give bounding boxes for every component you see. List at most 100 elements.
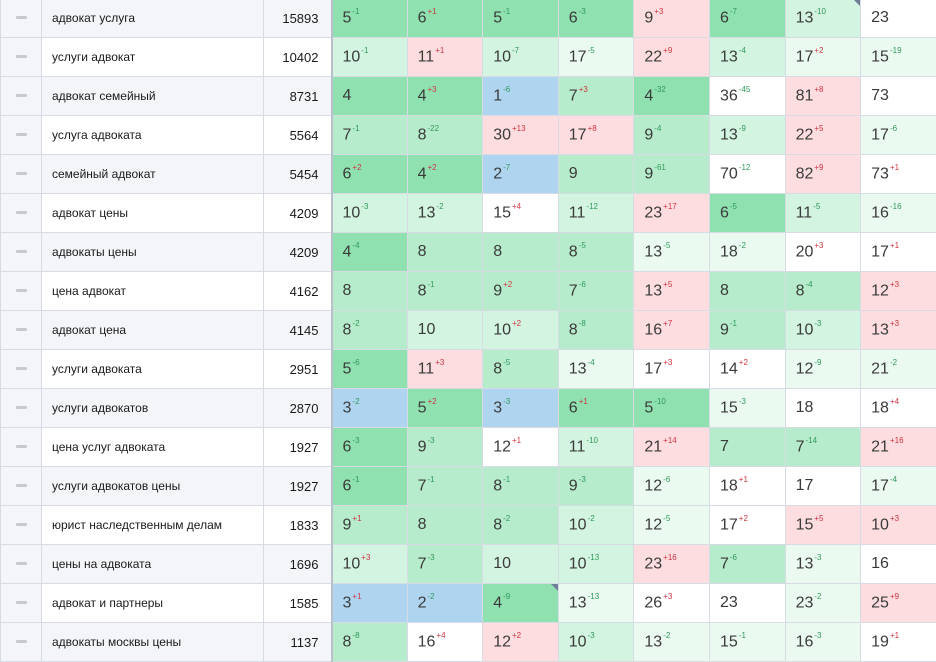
- drag-handle-icon[interactable]: [15, 445, 27, 449]
- table-row[interactable]: услуги адвокатов цены 1927 6-1 7-1 8-1 9-3 12-…: [0, 466, 936, 506]
- position-cell[interactable]: 21+14: [633, 427, 710, 467]
- row-handle-cell[interactable]: [0, 505, 42, 545]
- position-cell[interactable]: 10: [482, 544, 559, 584]
- row-handle-cell[interactable]: [0, 622, 42, 662]
- position-cell[interactable]: 2-2: [406, 583, 484, 623]
- table-row[interactable]: услуга адвоката 5564 7-1 8-22 30+13 17+8 9-4 13…: [0, 115, 936, 155]
- position-cell[interactable]: 23+16: [633, 544, 710, 584]
- position-cell[interactable]: 17-5: [557, 37, 635, 77]
- position-cell[interactable]: 5-1: [331, 0, 408, 38]
- position-cell[interactable]: 11-12: [557, 193, 635, 233]
- position-cell[interactable]: 15-19: [860, 37, 936, 77]
- position-cell[interactable]: 18+1: [708, 466, 786, 506]
- position-cell[interactable]: 7-3: [406, 544, 484, 584]
- position-cell[interactable]: 10-7: [482, 37, 559, 77]
- position-cell[interactable]: 8: [708, 271, 786, 311]
- position-cell[interactable]: 17+8: [557, 115, 635, 155]
- position-cell[interactable]: 6-1: [331, 466, 408, 506]
- position-cell[interactable]: 26+3: [633, 583, 710, 623]
- position-cell[interactable]: 13+5: [633, 271, 710, 311]
- position-cell[interactable]: 4-9: [482, 583, 559, 623]
- table-row[interactable]: адвокат услуга 15893 5-1 6+1 5-1 6-3 9+3 6-7 13-…: [0, 0, 936, 38]
- table-row[interactable]: адвокат и партнеры 1585 3+1 2-2 4-9 13-13 26+3…: [0, 583, 936, 623]
- position-cell[interactable]: 10-3: [331, 193, 408, 233]
- drag-handle-icon[interactable]: [15, 640, 27, 644]
- drag-handle-icon[interactable]: [15, 55, 27, 59]
- position-cell[interactable]: 9-4: [633, 115, 710, 155]
- drag-handle-icon[interactable]: [15, 250, 27, 254]
- position-cell[interactable]: 36-45: [708, 76, 786, 116]
- position-cell[interactable]: 8-5: [557, 232, 635, 272]
- position-cell[interactable]: 6-3: [557, 0, 635, 38]
- position-cell[interactable]: 3-2: [331, 388, 408, 428]
- position-cell[interactable]: 9-61: [633, 154, 710, 194]
- row-handle-cell[interactable]: [0, 310, 42, 350]
- row-handle-cell[interactable]: [0, 154, 42, 194]
- table-row[interactable]: цены на адвоката 1696 10+3 7-3 10 10-13 23+16 7…: [0, 544, 936, 584]
- keyword-cell[interactable]: юрист наследственным делам: [41, 505, 264, 545]
- position-cell[interactable]: 8-8: [557, 310, 635, 350]
- position-cell[interactable]: 9-1: [708, 310, 786, 350]
- position-cell[interactable]: 16+7: [633, 310, 710, 350]
- position-cell[interactable]: 20+3: [784, 232, 862, 272]
- position-cell[interactable]: 12-5: [633, 505, 710, 545]
- position-cell[interactable]: 4+3: [406, 76, 484, 116]
- position-cell[interactable]: 82+9: [784, 154, 862, 194]
- position-cell[interactable]: 30+13: [482, 115, 559, 155]
- table-row[interactable]: адвокат цена 4145 8-2 10 10+2 8-8 16+7 9-1 10-3 1…: [0, 310, 936, 350]
- position-cell[interactable]: 18-2: [708, 232, 786, 272]
- drag-handle-icon[interactable]: [15, 133, 27, 137]
- table-row[interactable]: семейный адвокат 5454 6+2 4+2 2-7 9 9-61 70-12 8…: [0, 154, 936, 194]
- position-cell[interactable]: 17+2: [708, 505, 786, 545]
- position-cell[interactable]: 21-2: [860, 349, 936, 389]
- position-cell[interactable]: 3-3: [482, 388, 559, 428]
- position-cell[interactable]: 3+1: [331, 583, 408, 623]
- drag-handle-icon[interactable]: [15, 16, 27, 20]
- position-cell[interactable]: 8-1: [482, 466, 559, 506]
- position-cell[interactable]: 7-6: [557, 271, 635, 311]
- position-cell[interactable]: 1-6: [482, 76, 559, 116]
- position-cell[interactable]: 17-4: [860, 466, 936, 506]
- position-cell[interactable]: 9-3: [557, 466, 635, 506]
- position-cell[interactable]: 6+1: [406, 0, 484, 38]
- row-handle-cell[interactable]: [0, 544, 42, 584]
- keyword-cell[interactable]: цена услуг адвоката: [41, 427, 264, 467]
- position-cell[interactable]: 23-2: [784, 583, 862, 623]
- position-cell[interactable]: 10-2: [557, 505, 635, 545]
- table-row[interactable]: цена адвокат 4162 8 8-1 9+2 7-6 13+5 8 8-4 12+3: [0, 271, 936, 311]
- keyword-cell[interactable]: услуги адвокат: [41, 37, 264, 77]
- position-cell[interactable]: 73: [860, 76, 936, 116]
- drag-handle-icon[interactable]: [15, 172, 27, 176]
- position-cell[interactable]: 81+8: [784, 76, 862, 116]
- keyword-cell[interactable]: адвокат семейный: [41, 76, 264, 116]
- position-cell[interactable]: 18: [784, 388, 862, 428]
- keyword-cell[interactable]: услуги адвокатов цены: [41, 466, 264, 506]
- position-cell[interactable]: 25+9: [860, 583, 936, 623]
- table-row[interactable]: услуги адвокат 10402 10-1 11+1 10-7 17-5 22+9 1…: [0, 37, 936, 77]
- position-cell[interactable]: 7+3: [557, 76, 635, 116]
- position-cell[interactable]: 5+2: [406, 388, 484, 428]
- table-row[interactable]: адвокаты москвы цены 1137 8-8 16+4 12+2 10-3 1…: [0, 622, 936, 662]
- position-cell[interactable]: 17+2: [784, 37, 862, 77]
- row-handle-cell[interactable]: [0, 193, 42, 233]
- position-cell[interactable]: 70-12: [708, 154, 786, 194]
- row-handle-cell[interactable]: [0, 232, 42, 272]
- position-cell[interactable]: 2-7: [482, 154, 559, 194]
- row-handle-cell[interactable]: [0, 271, 42, 311]
- keyword-cell[interactable]: адвокат цена: [41, 310, 264, 350]
- row-handle-cell[interactable]: [0, 388, 42, 428]
- drag-handle-icon[interactable]: [15, 484, 27, 488]
- position-cell[interactable]: 23: [708, 583, 786, 623]
- position-cell[interactable]: 18+4: [860, 388, 936, 428]
- position-cell[interactable]: 22+5: [784, 115, 862, 155]
- position-cell[interactable]: 5-10: [633, 388, 710, 428]
- position-cell[interactable]: 16-3: [784, 622, 862, 662]
- keyword-cell[interactable]: услуги адвоката: [41, 349, 264, 389]
- drag-handle-icon[interactable]: [15, 94, 27, 98]
- position-cell[interactable]: 4+2: [406, 154, 484, 194]
- position-cell[interactable]: 13-4: [557, 349, 635, 389]
- position-cell[interactable]: 17-6: [860, 115, 936, 155]
- position-cell[interactable]: 22+9: [633, 37, 710, 77]
- position-cell[interactable]: 9+3: [633, 0, 710, 38]
- position-cell[interactable]: 17+1: [860, 232, 936, 272]
